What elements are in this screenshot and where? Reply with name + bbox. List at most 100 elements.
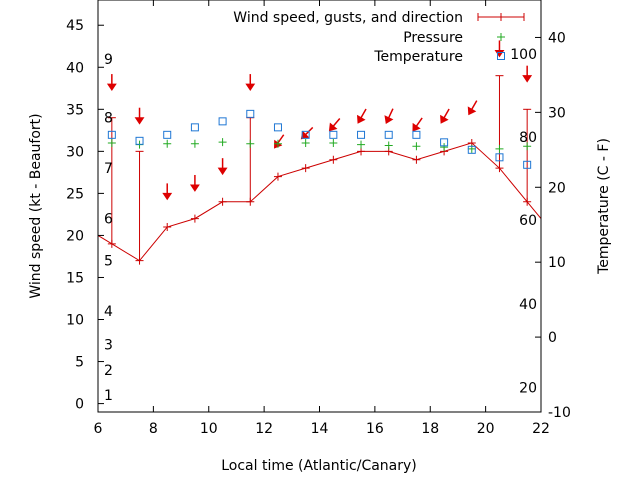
y-tick-label: 20 — [66, 228, 84, 244]
temperature-point — [412, 130, 421, 139]
pressure-point — [440, 143, 449, 152]
y-tick-label: 30 — [66, 144, 84, 160]
x-tick-label: 18 — [421, 421, 439, 437]
y-axis-label: Wind speed (kt - Beaufort) — [28, 113, 44, 298]
arrow-head — [384, 115, 394, 124]
pressure-point — [412, 142, 421, 151]
wind-direction-arrow — [440, 108, 450, 124]
beaufort-label: 7 — [104, 161, 113, 177]
pressure-point — [246, 139, 255, 148]
y2-tick-label: 30 — [548, 105, 566, 121]
x-tick-label: 12 — [255, 421, 273, 437]
plot-frame — [97, 0, 542, 413]
temperature-point — [190, 123, 199, 132]
wind-speed-point — [329, 155, 338, 164]
wind-speed-point — [107, 239, 116, 248]
x-tick-label: 16 — [366, 421, 384, 437]
axes: 6 8 10 12 14 16 18 20 22051015202530354045-10010… — [66, 0, 571, 437]
wind-direction-arrow — [134, 107, 145, 125]
arrow-head — [357, 114, 366, 124]
temperature-point — [246, 109, 255, 118]
wind-speed-point — [218, 197, 227, 206]
pressure-point — [384, 141, 393, 150]
fahrenheit-label: 40 — [519, 297, 537, 313]
temperature-point — [135, 136, 144, 145]
wind-direction-arrow — [189, 174, 200, 192]
y-tick-label: 40 — [66, 60, 84, 76]
pressure-point — [107, 138, 116, 147]
y-tick-label: 45 — [66, 18, 84, 34]
beaufort-label: 8 — [104, 111, 113, 127]
wind-direction-arrow — [412, 117, 423, 132]
wind-direction-arrow — [274, 134, 285, 149]
arrow-head — [189, 184, 200, 192]
wind-speed-point — [412, 155, 421, 164]
x-tick-label: 20 — [477, 421, 495, 437]
wind-direction-arrow — [328, 117, 341, 132]
pressure-point — [273, 139, 282, 148]
y-tick-label: 15 — [66, 270, 84, 286]
temperature-point — [107, 130, 116, 139]
temperature-point — [218, 117, 227, 126]
x-tick-label: 8 — [149, 421, 158, 437]
pressure-point — [190, 139, 199, 148]
beaufort-label: 1 — [104, 388, 113, 404]
x-tick-label: 6 — [94, 421, 103, 437]
temperature-point — [329, 130, 338, 139]
y2-tick-label: -10 — [548, 405, 571, 421]
wind-speed-point — [135, 256, 144, 265]
temperature-point — [384, 130, 393, 139]
pressure-point — [495, 144, 504, 153]
wind-direction-arrow — [217, 158, 228, 176]
arrow-head — [217, 167, 228, 176]
temperature-point — [523, 160, 532, 169]
arrow-head — [134, 117, 145, 125]
legend-swatch-square — [497, 52, 505, 60]
wind-direction-arrow — [162, 183, 173, 201]
y-tick-label: 25 — [66, 186, 84, 202]
series-layer — [97, 40, 542, 265]
temperature-point — [467, 145, 476, 154]
arrow-head — [245, 83, 256, 91]
x-tick-label: 10 — [200, 421, 218, 437]
temperature-point — [163, 130, 172, 139]
wind-speed-point — [523, 197, 532, 206]
arrow-head — [440, 114, 449, 124]
arrow-head — [274, 139, 283, 149]
y-tick-label: 35 — [66, 102, 84, 118]
wind-direction-arrow — [467, 100, 478, 116]
wind-direction-arrow — [522, 65, 533, 83]
wind-speed-point — [190, 214, 199, 223]
arrow-head — [106, 83, 117, 91]
y2-tick-label: 0 — [548, 330, 557, 346]
legend-label: Wind speed, gusts, and direction — [233, 10, 463, 26]
wind-direction-arrow — [106, 74, 117, 91]
legend: Wind speed, gusts, and direction Pressure… — [233, 10, 525, 65]
pressure-point — [329, 138, 338, 147]
wind-direction-arrow — [384, 108, 394, 124]
wind-speed-point — [301, 164, 310, 173]
temperature-point — [301, 130, 310, 139]
wind-direction-arrow — [357, 108, 367, 124]
legend-label: Pressure — [403, 30, 463, 46]
pressure-point — [301, 138, 310, 147]
arrow-head — [467, 106, 477, 116]
wind-direction-arrow — [300, 126, 314, 140]
wind-speed-point — [357, 147, 366, 156]
y2-axis-label: Temperature (C - F) — [596, 138, 612, 275]
fahrenheit-label: 100 — [510, 47, 537, 63]
beaufort-label: 9 — [104, 52, 113, 68]
y2-tick-label: 20 — [548, 180, 566, 196]
wind-speed-point — [163, 223, 172, 232]
wind-direction-arrow — [245, 74, 256, 91]
arrow-head — [162, 192, 173, 201]
pressure-point — [218, 138, 227, 147]
beaufort-label: 3 — [104, 338, 113, 354]
beaufort-label: 5 — [104, 254, 113, 270]
beaufort-label: 2 — [104, 363, 113, 379]
legend-swatch-marker — [497, 13, 505, 21]
fahrenheit-label: 60 — [519, 213, 537, 229]
y2-tick-label: 40 — [548, 30, 566, 46]
fahrenheit-label: 20 — [519, 380, 537, 396]
